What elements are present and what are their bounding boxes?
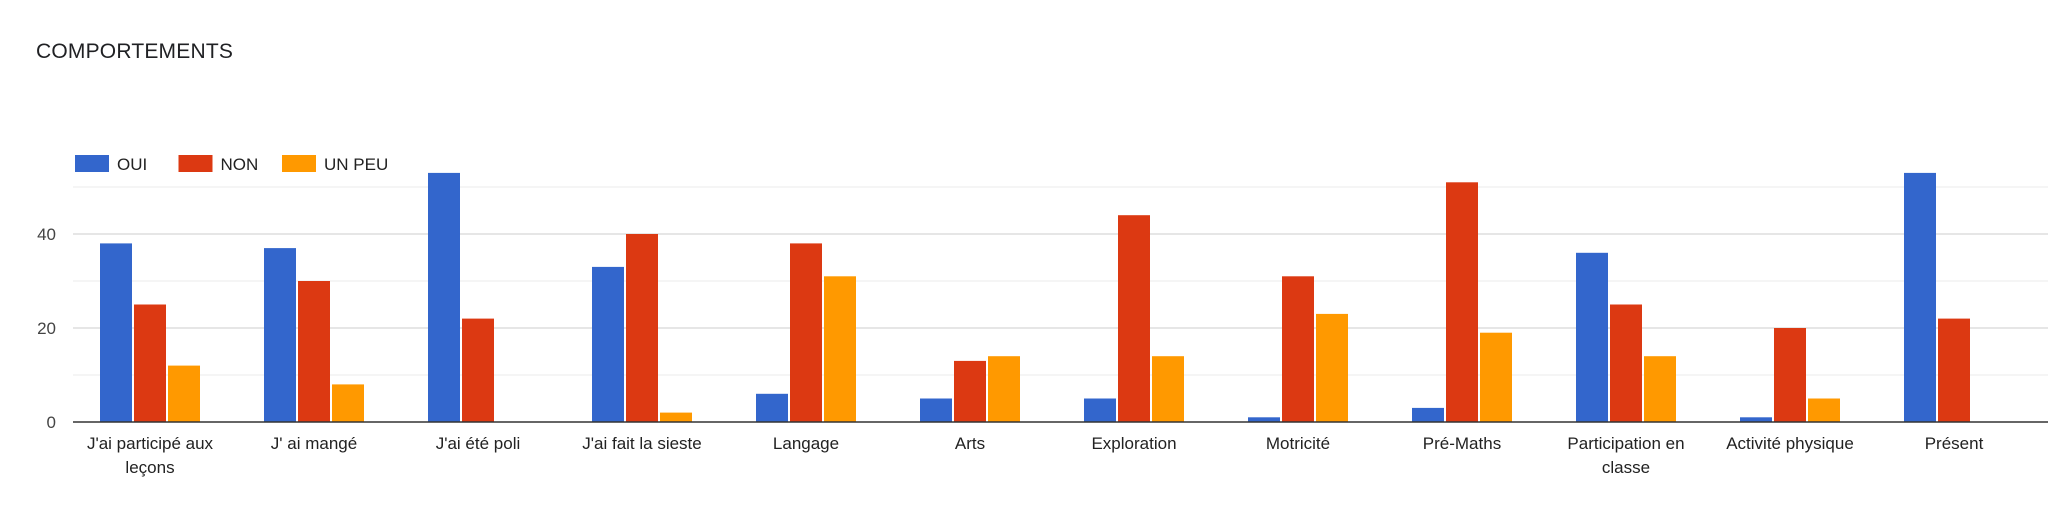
legend-swatch bbox=[282, 155, 316, 172]
y-tick-label: 20 bbox=[37, 319, 56, 338]
x-category-label: Activité physique bbox=[1726, 434, 1854, 453]
axes: 0 20 40 J'ai participé aux leçons J' ai mangé… bbox=[37, 225, 2048, 477]
bar-un-peu[interactable] bbox=[988, 356, 1020, 422]
bar-un-peu[interactable] bbox=[1480, 332, 1512, 422]
bar-non[interactable] bbox=[1446, 182, 1478, 422]
bar-non[interactable] bbox=[1774, 328, 1806, 422]
x-category-label: Langage bbox=[773, 434, 839, 453]
bar-oui[interactable] bbox=[1740, 417, 1772, 422]
bar-oui[interactable] bbox=[1576, 252, 1608, 422]
x-category-label: Participation en classe bbox=[1567, 434, 1684, 477]
legend-swatch bbox=[75, 155, 109, 172]
bar-non[interactable] bbox=[462, 318, 494, 422]
bar-oui[interactable] bbox=[264, 248, 296, 422]
bar-un-peu[interactable] bbox=[1644, 356, 1676, 422]
bar-un-peu[interactable] bbox=[168, 365, 200, 422]
bar-oui[interactable] bbox=[100, 243, 132, 422]
bar-un-peu[interactable] bbox=[1152, 356, 1184, 422]
legend-swatch bbox=[178, 155, 213, 172]
legend-item-oui[interactable]: OUI bbox=[75, 155, 147, 174]
bar-non[interactable] bbox=[134, 304, 166, 423]
legend[interactable]: OUI NON UN PEU bbox=[75, 155, 388, 174]
x-category-label: Arts bbox=[955, 434, 985, 453]
bar-non[interactable] bbox=[1118, 215, 1150, 422]
bar-oui[interactable] bbox=[1248, 417, 1280, 422]
bar-non[interactable] bbox=[954, 360, 986, 422]
bar-un-peu[interactable] bbox=[824, 276, 856, 422]
legend-label: NON bbox=[221, 155, 259, 174]
bar-non[interactable] bbox=[1282, 276, 1314, 422]
x-category-label: Exploration bbox=[1091, 434, 1176, 453]
bar-non[interactable] bbox=[298, 281, 330, 422]
bar-non[interactable] bbox=[790, 243, 822, 422]
legend-item-un-peu[interactable]: UN PEU bbox=[282, 155, 388, 174]
bar-oui[interactable] bbox=[428, 172, 460, 422]
bar-non[interactable] bbox=[1610, 304, 1642, 423]
x-category-label: J'ai fait la sieste bbox=[582, 434, 701, 453]
bar-non[interactable] bbox=[1938, 318, 1970, 422]
x-category-label: Pré-Maths bbox=[1423, 434, 1501, 453]
y-tick-label: 0 bbox=[47, 413, 56, 432]
bar-un-peu[interactable] bbox=[332, 384, 364, 422]
bars bbox=[100, 172, 1970, 423]
bar-un-peu[interactable] bbox=[1316, 313, 1348, 422]
bar-non[interactable] bbox=[626, 234, 658, 422]
y-tick-label: 40 bbox=[37, 225, 56, 244]
x-category-label: J'ai été poli bbox=[436, 434, 521, 453]
legend-label: UN PEU bbox=[324, 155, 388, 174]
legend-item-non[interactable]: NON bbox=[178, 155, 259, 174]
chart-title: COMPORTEMENTS bbox=[36, 40, 234, 63]
x-category-label: J'ai participé aux leçons bbox=[87, 434, 214, 477]
gridlines bbox=[73, 186, 2048, 376]
bar-un-peu[interactable] bbox=[660, 412, 692, 422]
bar-oui[interactable] bbox=[1084, 398, 1116, 423]
bar-oui[interactable] bbox=[1412, 407, 1444, 422]
x-category-label: J' ai mangé bbox=[271, 434, 357, 453]
bar-oui[interactable] bbox=[1904, 172, 1936, 422]
x-category-label: Motricité bbox=[1266, 434, 1330, 453]
legend-label: OUI bbox=[117, 155, 147, 174]
bar-un-peu[interactable] bbox=[1808, 398, 1840, 423]
bar-oui[interactable] bbox=[592, 266, 624, 422]
x-category-label: Présent bbox=[1925, 434, 1984, 453]
bar-oui[interactable] bbox=[756, 393, 788, 422]
bar-oui[interactable] bbox=[920, 398, 952, 423]
